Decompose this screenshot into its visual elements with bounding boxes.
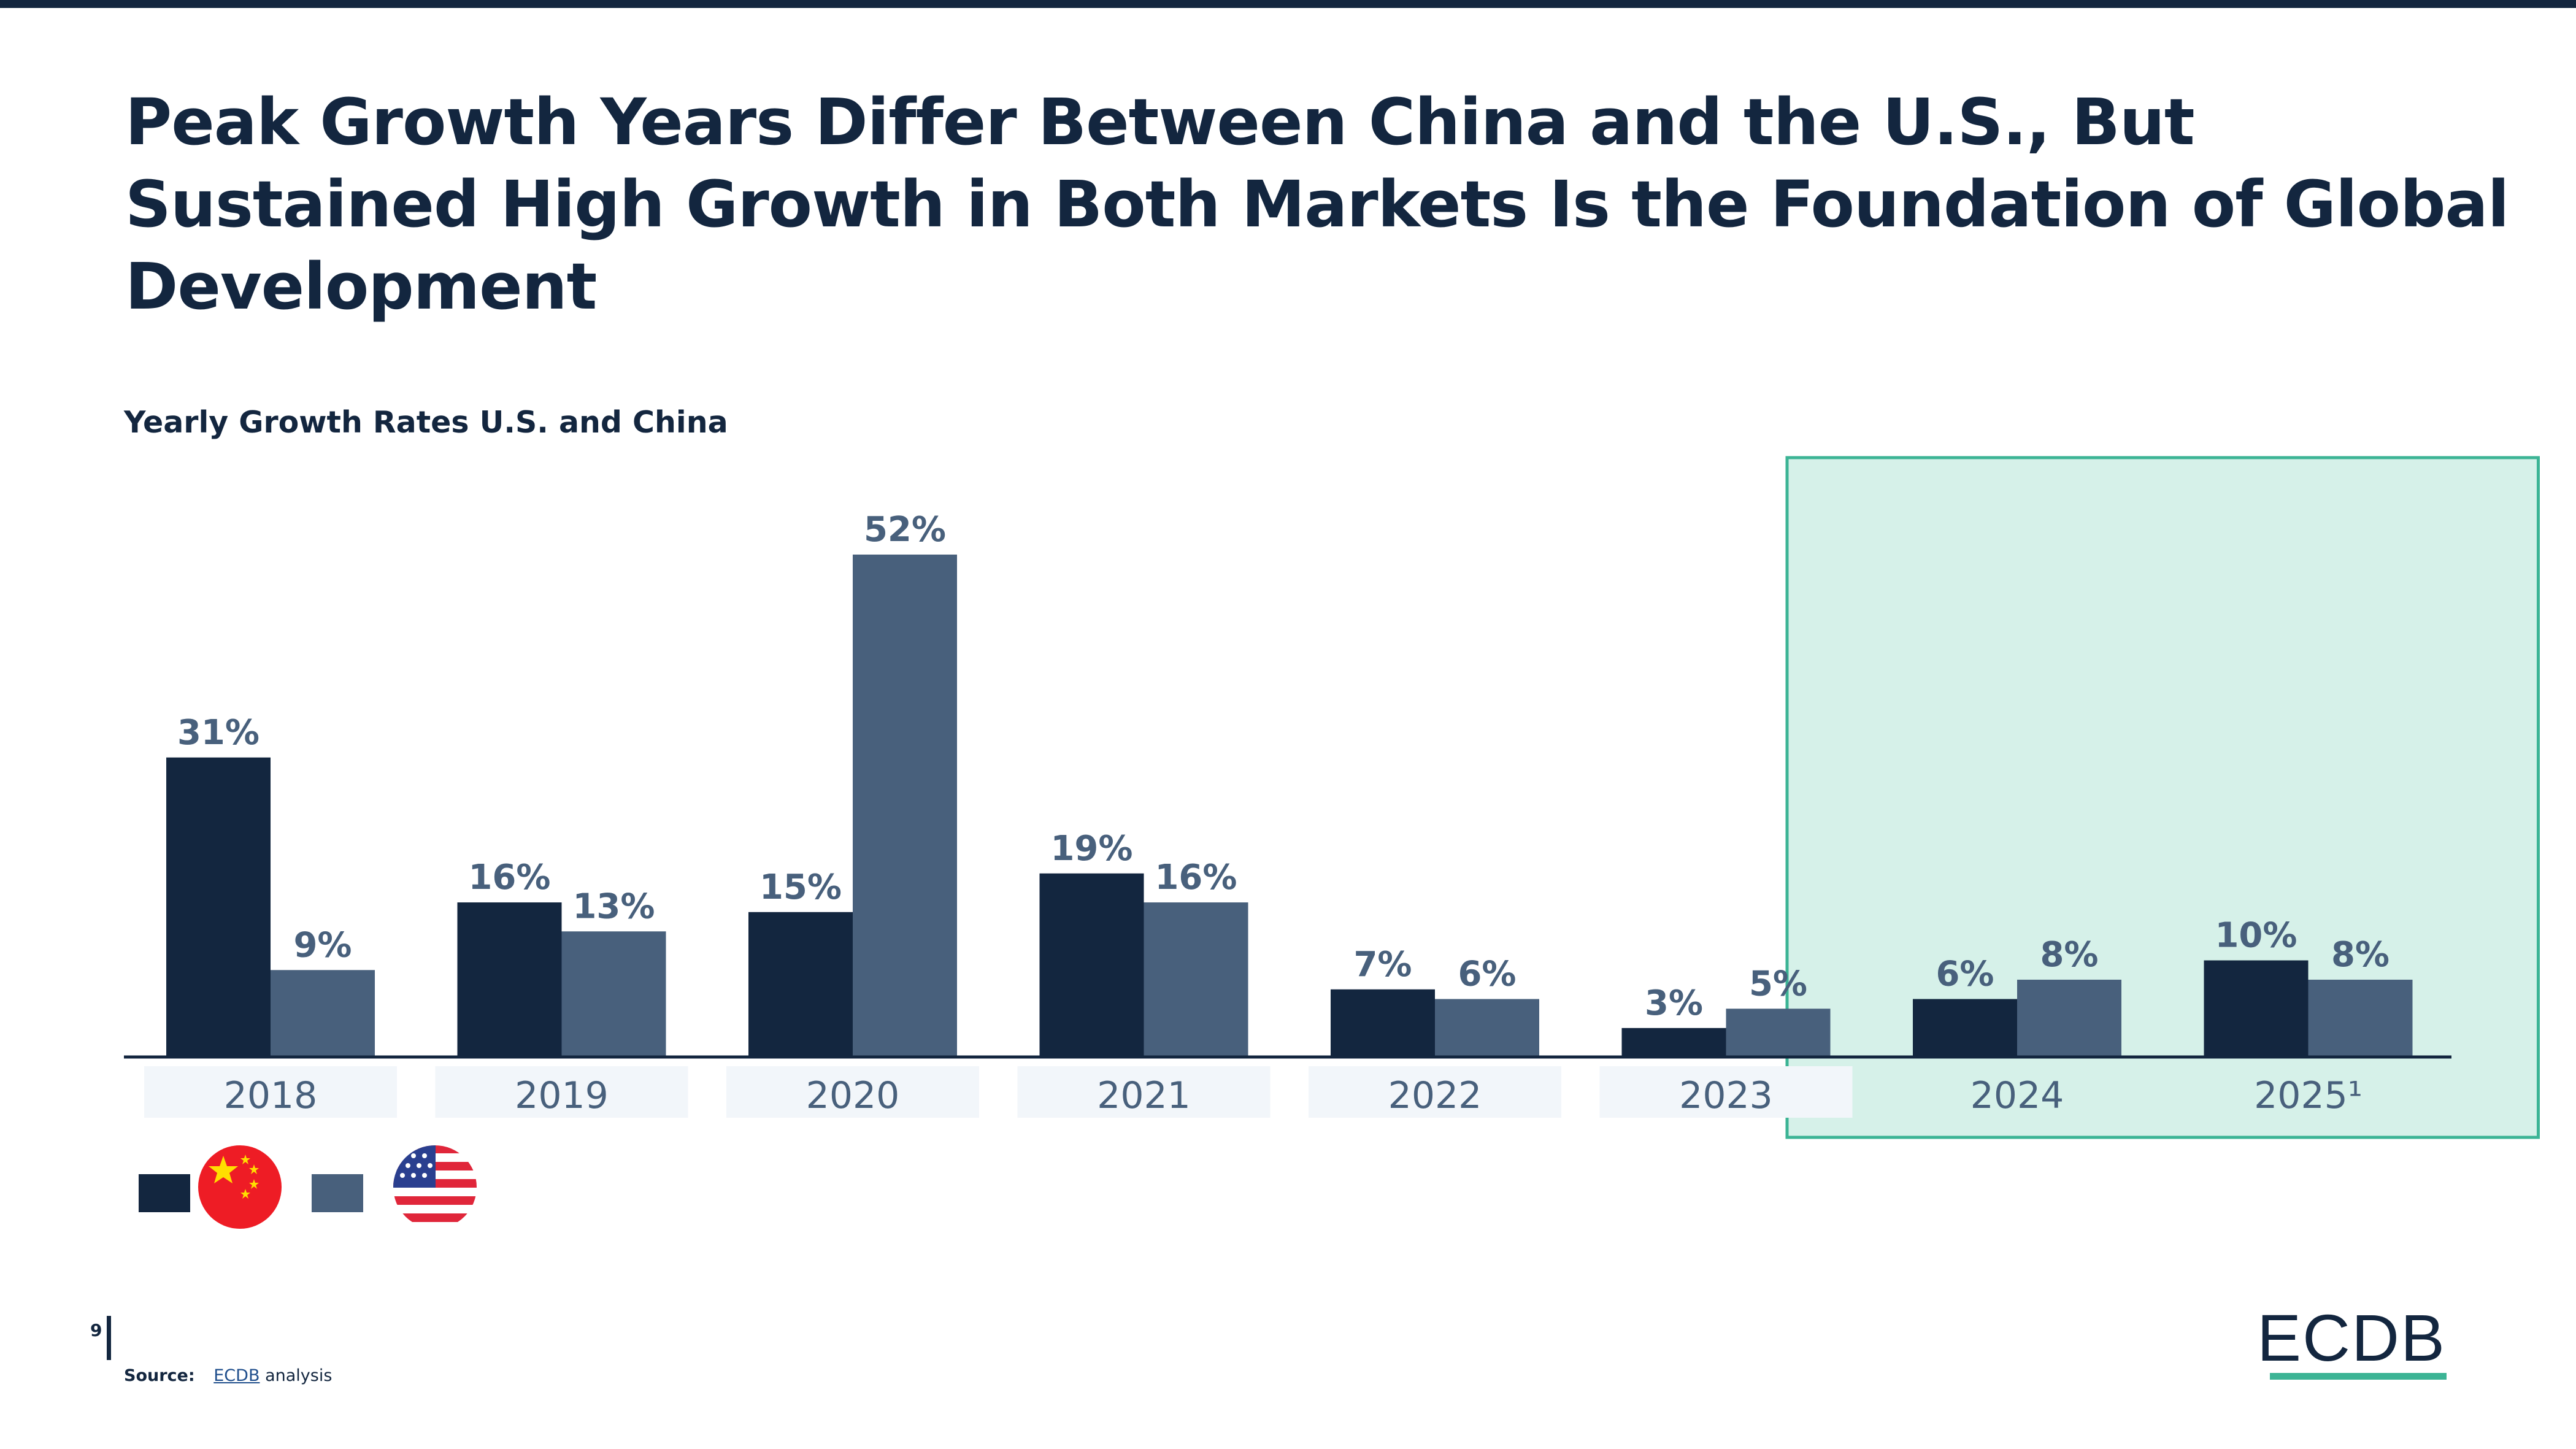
category-box (1017, 1066, 1271, 1118)
bar-china (1331, 989, 1435, 1057)
data-label: 3% (1645, 983, 1703, 1023)
chart-title: Yearly Growth Rates U.S. and China (124, 405, 728, 440)
bar-china (166, 757, 271, 1057)
x-tick-label: 2020 (806, 1074, 900, 1117)
bar-us (2308, 980, 2413, 1057)
china-flag-icon (198, 1145, 282, 1229)
category-box (726, 1066, 979, 1118)
data-label: 52% (864, 510, 946, 550)
ecdb-logo: ECDB (2256, 1301, 2446, 1375)
x-tick-label: 2021 (1097, 1074, 1191, 1117)
us-flag-icon (393, 1145, 477, 1229)
bar-china (1621, 1028, 1726, 1057)
bar-china (2204, 960, 2309, 1057)
data-label: 6% (1458, 955, 1516, 994)
data-label: 6% (1936, 955, 1994, 994)
data-label: 31% (177, 713, 260, 753)
category-box (144, 1066, 397, 1118)
bar-china (1913, 999, 2017, 1057)
bar-us (2017, 980, 2121, 1057)
data-label: 8% (2040, 935, 2098, 975)
bar-us (271, 970, 375, 1057)
x-tick-label: 2024 (1970, 1074, 2064, 1117)
category-box (1599, 1066, 1853, 1118)
data-label: 16% (468, 858, 550, 897)
x-tick-label: 2018 (224, 1074, 318, 1117)
data-label: 7% (1353, 945, 1412, 985)
logo-underline (2270, 1373, 2447, 1380)
bar-us (853, 555, 957, 1057)
bar-us (561, 931, 666, 1057)
data-label: 13% (572, 886, 655, 926)
data-label: 9% (293, 925, 352, 965)
data-label: 8% (2331, 935, 2390, 975)
legend-swatch-china (139, 1174, 190, 1212)
page-title: Peak Growth Years Differ Between China a… (125, 85, 2509, 324)
bar-us (1144, 902, 1248, 1057)
data-label: 5% (1749, 964, 1807, 1004)
bar-china (1039, 873, 1144, 1057)
source-note: Source: ECDB analysis (124, 1366, 332, 1385)
top-accent-bar (0, 0, 2576, 8)
x-tick-label: 2025¹ (2254, 1074, 2363, 1117)
source-link[interactable]: ECDB (213, 1366, 260, 1385)
x-tick-label: 2019 (515, 1074, 609, 1117)
bar-us (1726, 1009, 1831, 1057)
category-box (1309, 1066, 1561, 1118)
data-label: 15% (759, 867, 842, 907)
x-tick-label: 2023 (1679, 1074, 1773, 1117)
forecast-highlight (1785, 456, 2540, 1139)
bar-china (457, 902, 562, 1057)
bar-us (1435, 999, 1539, 1057)
legend-swatch-us (312, 1174, 363, 1212)
category-box (435, 1066, 688, 1118)
page-number-bar (107, 1316, 111, 1360)
source-text: analysis (265, 1366, 333, 1385)
data-label: 19% (1050, 829, 1132, 869)
source-label: Source: (124, 1366, 195, 1385)
page-number: 9 (90, 1320, 102, 1340)
bar-china (748, 912, 853, 1057)
data-label: 10% (2215, 916, 2297, 956)
x-tick-label: 2022 (1388, 1074, 1482, 1117)
data-label: 16% (1155, 858, 1237, 897)
